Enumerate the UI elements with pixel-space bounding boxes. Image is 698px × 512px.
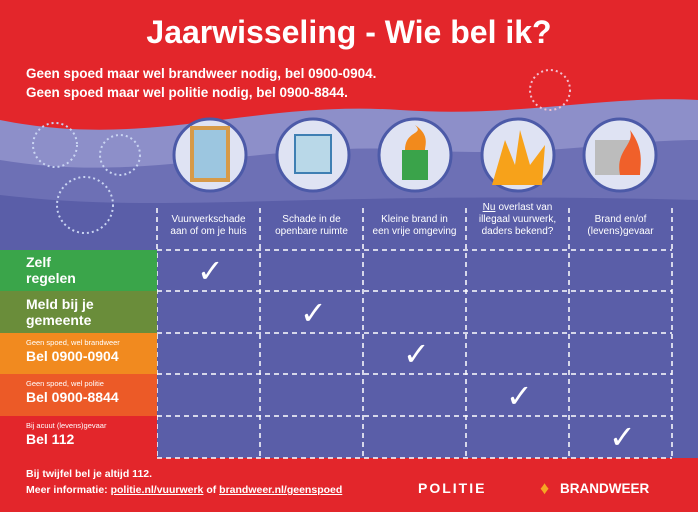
label-line: openbare ruimte — [275, 226, 348, 237]
label-line: een vrije omgeving — [372, 226, 457, 237]
footer-text: Meer informatie: — [26, 484, 108, 496]
label-line: illegaal vuurwerk, — [478, 214, 557, 225]
label-line: Meld bij je — [26, 296, 94, 312]
check-mark: ✓ — [300, 294, 327, 332]
label-line: Kleine brand in — [381, 214, 448, 225]
column-label: Kleine brand in een vrije omgeving — [363, 214, 466, 238]
label-line: overlast van — [498, 202, 553, 213]
label-line: (levens)gevaar — [587, 226, 654, 237]
check-mark: ✓ — [506, 377, 533, 415]
column-label: Vuurwerkschade aan of om je huis — [157, 214, 260, 238]
label-line: Bel 0900-0904 — [26, 348, 119, 364]
column-label: Nu overlast van illegaal vuurwerk, daders b… — [466, 202, 569, 238]
label-line: Brand en/of — [594, 214, 647, 225]
intro-line: Geen spoed maar wel brandweer nodig, bel… — [26, 66, 377, 81]
label-line: Vuurwerkschade — [171, 214, 246, 225]
footer-line: Bij twijfel bel je altijd 112. — [26, 468, 153, 480]
label-line: regelen — [26, 270, 76, 286]
row-label: Geen spoed, wel brandweer Bel 0900-0904 — [0, 338, 157, 378]
label-line: aan of om je huis — [170, 226, 247, 237]
logo: BRANDWEER — [560, 481, 650, 496]
check-mark: ✓ — [403, 335, 430, 373]
label-line: daders bekend? — [481, 226, 554, 237]
row-label: Zelf regelen — [0, 254, 157, 294]
logo-icon: ♦ — [540, 478, 550, 498]
intro-line: Geen spoed maar wel politie nodig, bel 0… — [26, 85, 348, 100]
note: Geen spoed, wel politie — [26, 379, 104, 388]
label-line: Bel 0900-8844 — [26, 389, 119, 405]
row-label: Meld bij je gemeente — [0, 296, 157, 336]
title: Jaarwisseling - Wie bel ik? — [146, 14, 552, 50]
label-line: Schade in de — [282, 214, 341, 225]
row-label: Geen spoed, wel politie Bel 0900-8844 — [0, 379, 157, 419]
column-label: Schade in de openbare ruimte — [260, 214, 363, 238]
note: Geen spoed, wel brandweer — [26, 338, 120, 347]
note: Bij acuut (levens)gevaar — [26, 421, 107, 430]
label-line: Zelf — [26, 254, 51, 270]
footer-text: of — [206, 484, 217, 496]
footer-line: Meer informatie: politie.nl/vuurwerk of … — [26, 484, 342, 496]
check-mark: ✓ — [609, 418, 636, 456]
logo: POLITIE — [418, 480, 487, 496]
link[interactable]: brandweer.nl/geenspoed — [219, 484, 343, 496]
label-line: Bel 112 — [26, 431, 75, 447]
column-label: Brand en/of (levens)gevaar — [569, 214, 672, 238]
emphasis: Nu — [482, 202, 496, 213]
check-mark: ✓ — [197, 252, 224, 290]
label-line: gemeente — [26, 312, 92, 328]
row-label: Bij acuut (levens)gevaar Bel 112 — [0, 421, 157, 461]
link[interactable]: politie.nl/vuurwerk — [110, 484, 204, 496]
